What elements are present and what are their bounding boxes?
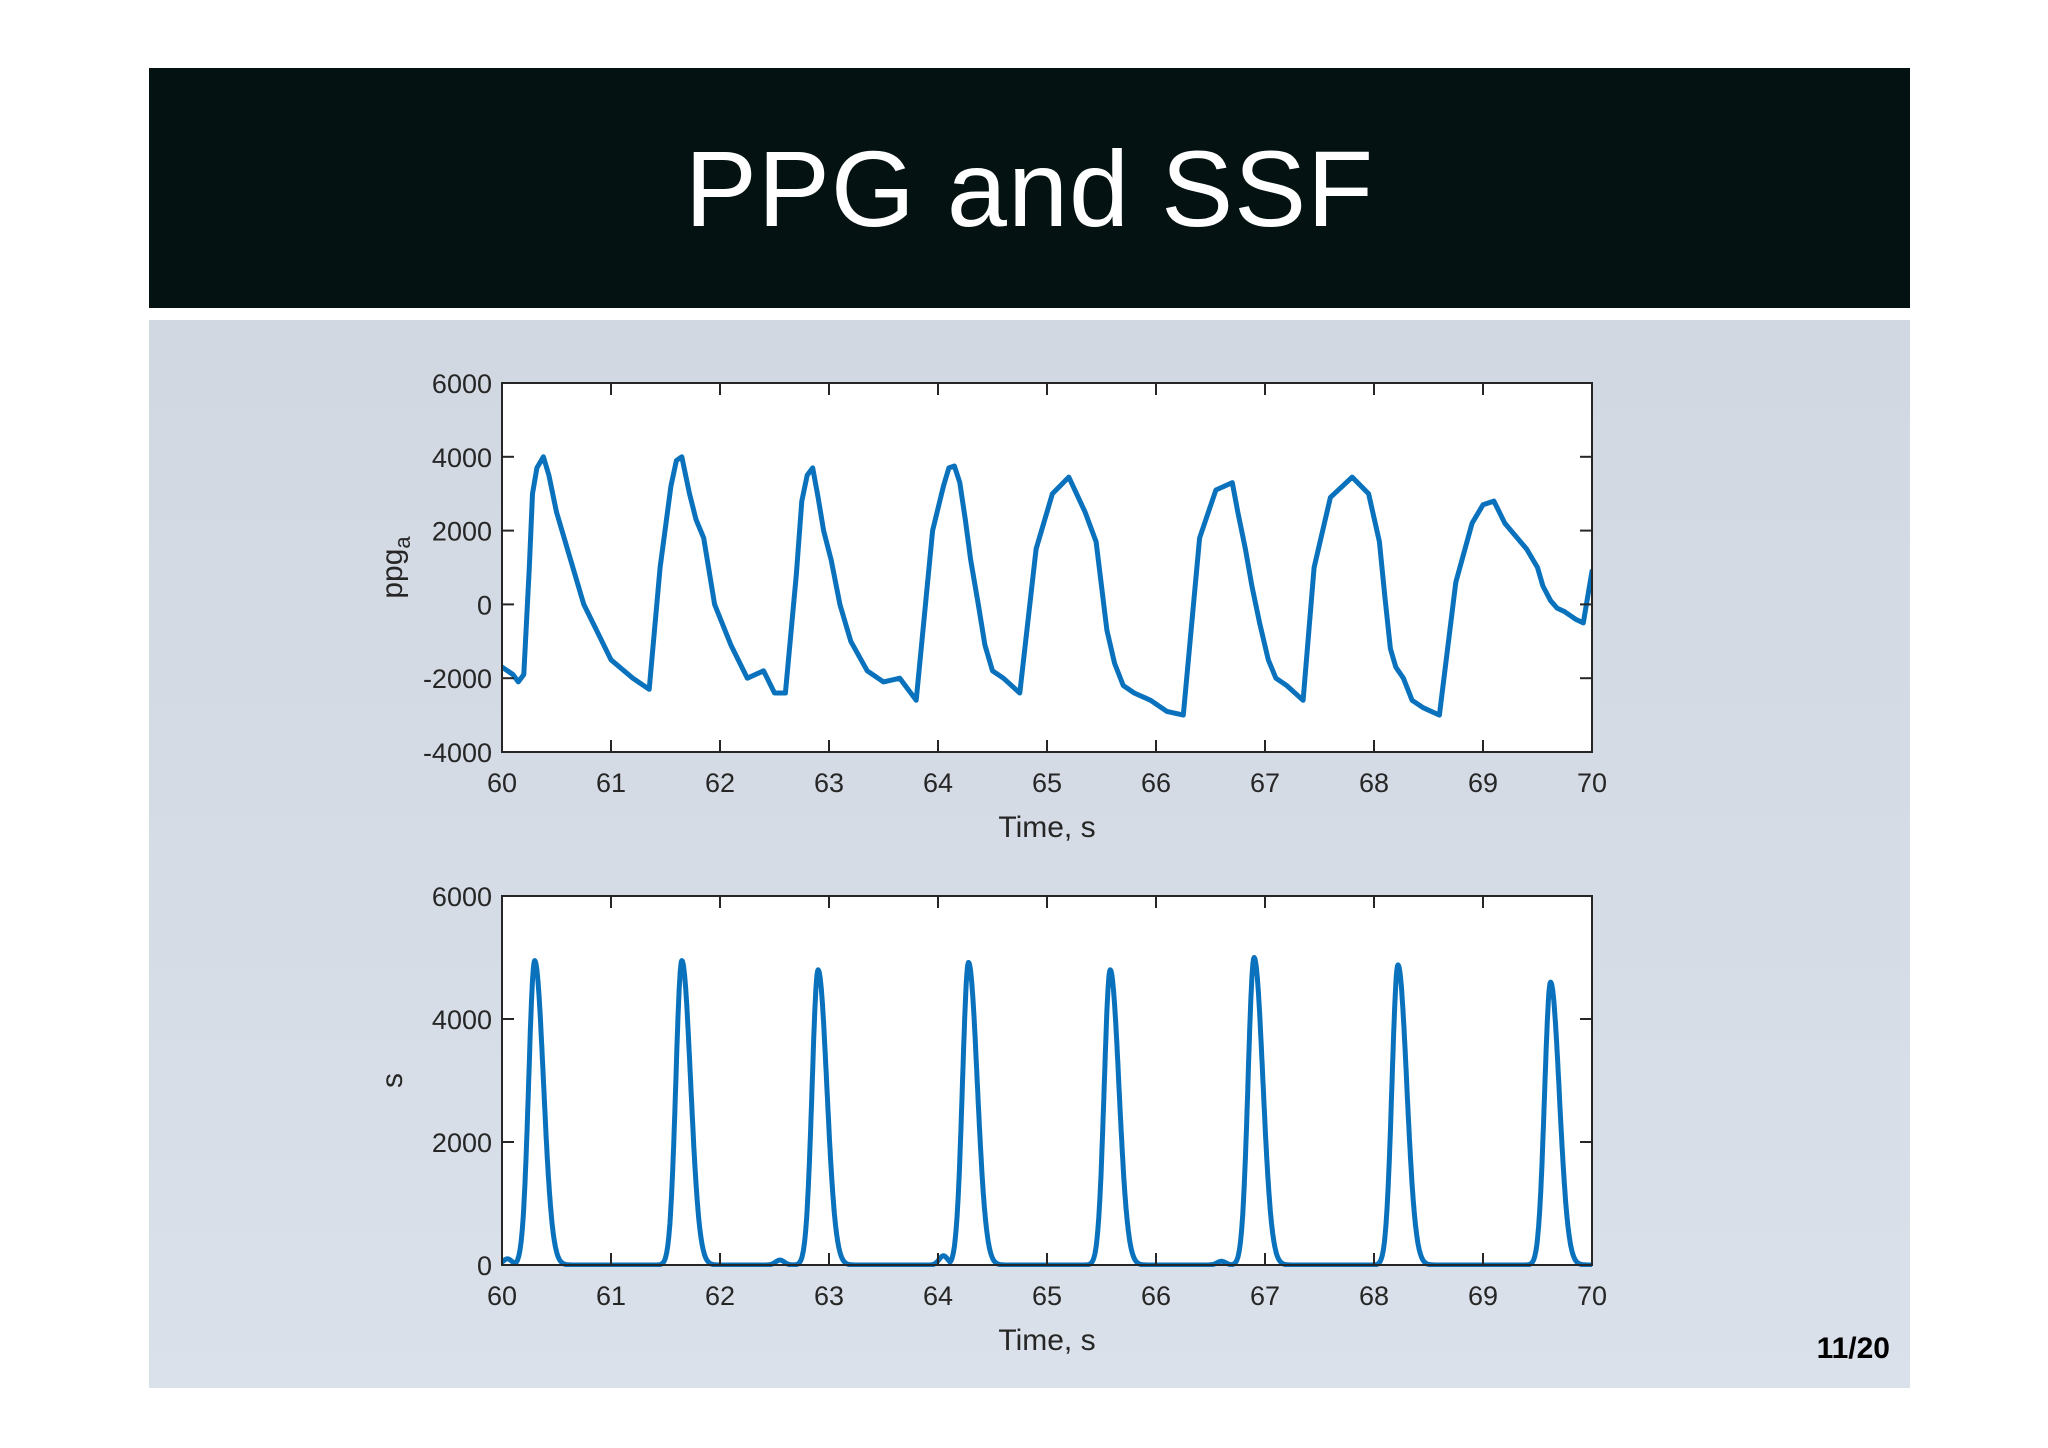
y-axis-label-subscript: a xyxy=(390,536,415,549)
y-tick-label: 0 xyxy=(477,1251,492,1281)
series-line-0-0 xyxy=(502,454,1592,718)
y-tick-label: 4000 xyxy=(432,443,492,473)
y-axis-label: ppga xyxy=(376,536,415,599)
x-tick-label: 64 xyxy=(923,1281,953,1311)
y-tick-label: -2000 xyxy=(423,664,492,694)
y-axis-label-main: s xyxy=(376,1073,409,1088)
x-tick-label: 69 xyxy=(1468,1281,1498,1311)
x-axis-label: Time, s xyxy=(998,1324,1095,1357)
y-tick-label: 0 xyxy=(477,590,492,620)
ppg-chart: 60 61 62 63 64 65 66 67 68 69 70 -4000 -2000 0 2000 400… xyxy=(376,369,1607,844)
x-tick-label: 61 xyxy=(596,1281,626,1311)
y-axis-label: s xyxy=(376,1073,409,1088)
x-tick-label: 69 xyxy=(1468,768,1498,798)
y-tick-label: 4000 xyxy=(432,1005,492,1035)
x-tick-label: 68 xyxy=(1359,768,1389,798)
x-tick-label: 67 xyxy=(1250,1281,1280,1311)
x-tick-label: 70 xyxy=(1577,768,1607,798)
x-tick-label: 65 xyxy=(1032,768,1062,798)
y-tick-label: 6000 xyxy=(432,369,492,399)
x-tick-label: 66 xyxy=(1141,768,1171,798)
x-tick-label: 61 xyxy=(596,768,626,798)
y-tick-label: 2000 xyxy=(432,517,492,547)
plot-area xyxy=(502,896,1592,1265)
page-number: 11/20 xyxy=(1816,1332,1890,1365)
x-tick-label: 70 xyxy=(1577,1281,1607,1311)
x-tick-label: 64 xyxy=(923,768,953,798)
x-axis-label: Time, s xyxy=(998,811,1095,844)
x-tick-label: 66 xyxy=(1141,1281,1171,1311)
y-tick-label: -4000 xyxy=(423,738,492,768)
plot-area xyxy=(502,383,1592,752)
x-tick-label: 63 xyxy=(814,768,844,798)
x-tick-label: 60 xyxy=(487,768,517,798)
x-tick-label: 62 xyxy=(705,768,735,798)
title-bar: PPG and SSF xyxy=(149,68,1910,308)
x-tick-label: 62 xyxy=(705,1281,735,1311)
x-tick-label: 60 xyxy=(487,1281,517,1311)
x-tick-label: 68 xyxy=(1359,1281,1389,1311)
x-tick-label: 65 xyxy=(1032,1281,1062,1311)
x-tick-label: 63 xyxy=(814,1281,844,1311)
y-tick-label: 2000 xyxy=(432,1128,492,1158)
y-tick-label: 6000 xyxy=(432,882,492,912)
slide-title: PPG and SSF xyxy=(684,127,1375,249)
y-axis-label-main: ppg xyxy=(376,549,409,599)
x-tick-label: 67 xyxy=(1250,768,1280,798)
ssf-chart: 60 61 62 63 64 65 66 67 68 69 70 0 2000 4000 6000 Time,… xyxy=(376,882,1607,1357)
